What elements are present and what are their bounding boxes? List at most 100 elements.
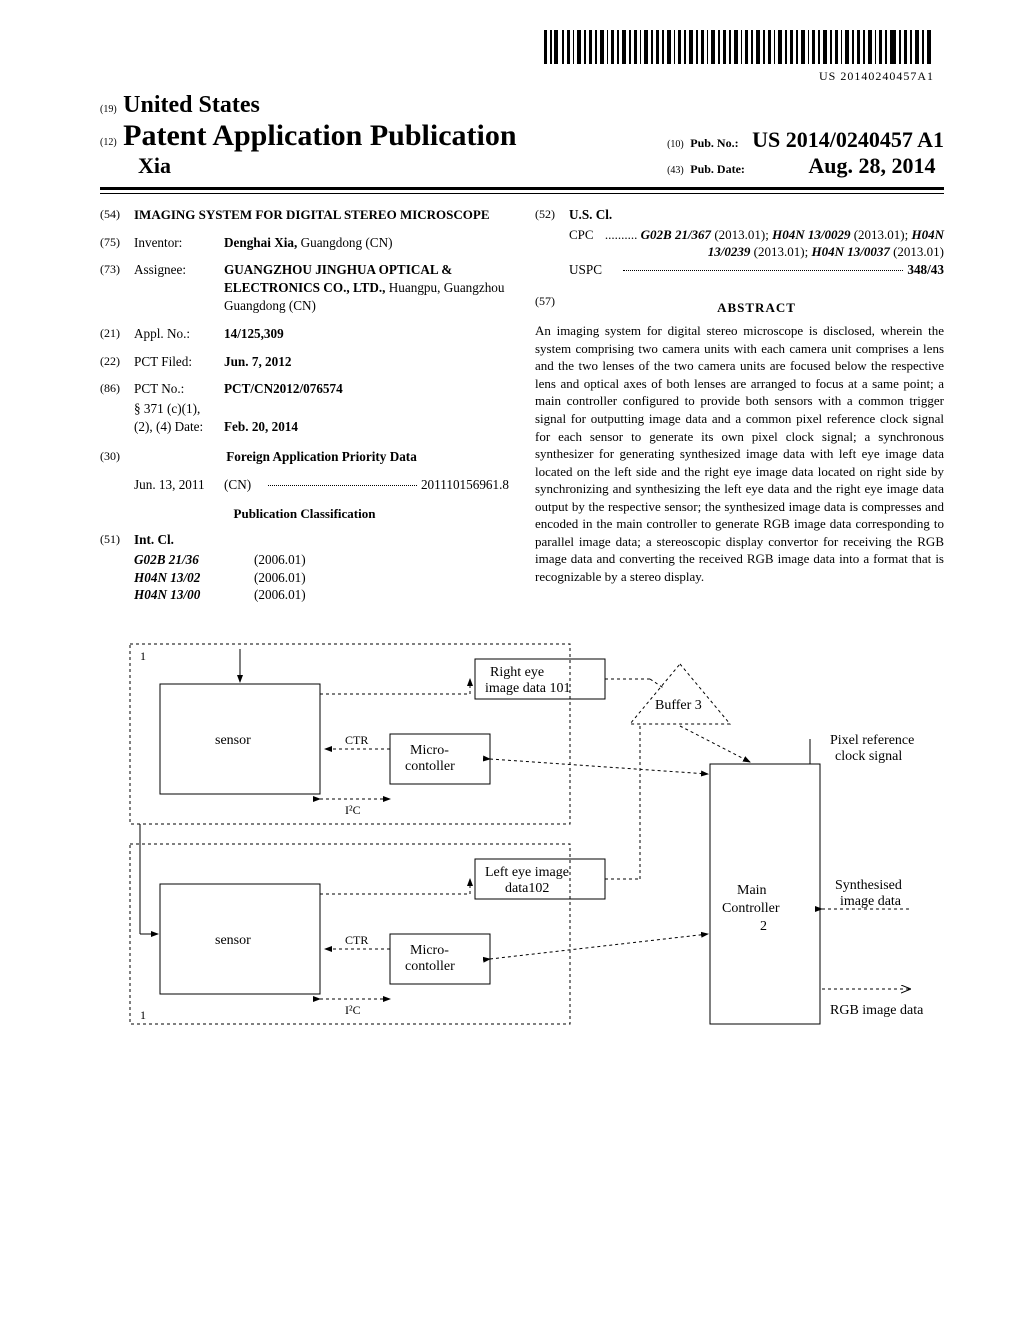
intcl-item: G02B 21/36(2006.01) [134,551,509,569]
righteye-l2: image data 101 [485,681,571,696]
lefteye-l2: data102 [505,881,549,896]
intcl-item: H04N 13/00(2006.01) [134,586,509,604]
applno-value: 14/125,309 [224,325,509,343]
intcl-row: (51) Int. Cl. [100,531,509,549]
pubtype-prefix: (12) [100,137,117,148]
abstract-head: ABSTRACT [569,299,944,317]
pctfiled-row: (22) PCT Filed: Jun. 7, 2012 [100,353,509,371]
pubdate-label: Pub. Date: [690,162,745,176]
buffer-label: Buffer 3 [655,698,702,713]
synth-l1: Synthesised [835,878,902,893]
pctno-code: (86) [100,380,134,398]
foreignprio-num: 201110156961.8 [421,476,509,494]
cpc-block: CPC .......... G02B 21/367 (2013.01); H0… [569,226,944,261]
mainctrl-l1: Main [737,883,767,898]
pub-type: Patent Application Publication [123,119,516,152]
divider-thin [100,193,944,194]
intcl-d0: (2006.01) [254,551,306,569]
flowchart-svg: 1 sensor Micro- contoller CTR I²C Right … [110,634,930,1074]
inventor-value: Denghai Xia, Guangdong (CN) [224,234,509,252]
foreignprio-line: Jun. 13, 2011 (CN) 201110156961.8 [134,476,509,494]
s371-block: § 371 (c)(1), (2), (4) Date: Feb. 20, 20… [134,400,509,436]
pctno-row: (86) PCT No.: PCT/CN2012/076574 [100,380,509,398]
cpc2: H04N 13/0029 [772,227,850,242]
ctr-top: CTR [345,733,368,747]
foreignprio-cn: (CN) [224,476,264,494]
cpc4: H04N 13/0037 [811,244,889,259]
mainctrl-l2: Controller [722,901,780,916]
micro-bot-l1: Micro- [410,943,449,958]
right-column: (52) U.S. Cl. CPC .......... G02B 21/367… [535,206,944,604]
foreignprio-head-row: (30) Foreign Application Priority Data [100,448,509,466]
abstract-head-row: (57) ABSTRACT [535,293,944,323]
abstract-text: An imaging system for digital stereo mic… [535,322,944,585]
applno-label: Appl. No.: [134,325,224,343]
intcl-c1: H04N 13/02 [134,569,254,587]
abstract-code: (57) [535,293,569,323]
left-column: (54) IMAGING SYSTEM FOR DIGITAL STEREO M… [100,206,509,604]
micro-bot-l2: contoller [405,959,455,974]
cpc1: G02B 21/367 [641,227,711,242]
intcl-label: Int. Cl. [134,531,174,549]
uscl-label: U.S. Cl. [569,206,612,224]
micro-top-l2: contoller [405,759,455,774]
sensor-bot: sensor [215,933,251,948]
uspc-label: USPC [569,261,619,279]
lefteye-l1: Left eye image [485,865,569,880]
inventor-code: (75) [100,234,134,252]
pctfiled-code: (22) [100,353,134,371]
ctr-bot: CTR [345,933,368,947]
barcode-graphic [544,30,934,64]
intcl-list: G02B 21/36(2006.01) H04N 13/02(2006.01) … [134,551,509,604]
rgb-label: RGB image data [830,1003,924,1018]
pctno-label: PCT No.: [134,380,224,398]
i2c-bot: I²C [345,1003,361,1017]
uscl-row: (52) U.S. Cl. [535,206,944,224]
s371-date: Feb. 20, 2014 [224,418,298,436]
inventor-name: Denghai Xia, [224,235,297,250]
title-row: (54) IMAGING SYSTEM FOR DIGITAL STEREO M… [100,206,509,224]
cpc2d: (2013.01); [850,227,911,242]
intcl-d2: (2006.01) [254,586,306,604]
intcl-item: H04N 13/02(2006.01) [134,569,509,587]
pixelref-l1: Pixel reference [830,733,914,748]
patent-title: IMAGING SYSTEM FOR DIGITAL STEREO MICROS… [134,206,490,224]
applno-row: (21) Appl. No.: 14/125,309 [100,325,509,343]
synth-l2: image data [840,894,902,909]
cpc3d: (2013.01); [750,244,811,259]
applno-code: (21) [100,325,134,343]
pubclass-head: Publication Classification [100,505,509,523]
pctno-value: PCT/CN2012/076574 [224,380,509,398]
barcode-block: US 20140240457A1 [100,30,944,84]
inventor-label: Inventor: [134,234,224,252]
i2c-top: I²C [345,803,361,817]
mainctrl-l3: 2 [760,919,767,934]
righteye-l1: Right eye [490,665,544,680]
micro-top-l1: Micro- [410,743,449,758]
pubdate: Aug. 28, 2014 [808,153,935,178]
two-column-body: (54) IMAGING SYSTEM FOR DIGITAL STEREO M… [100,206,944,604]
pixelref-l2: clock signal [835,749,902,764]
header-right: (10) Pub. No.: US 2014/0240457 A1 (43) P… [667,127,944,179]
foreignprio-head: Foreign Application Priority Data [134,448,509,466]
pubno-label: Pub. No.: [690,136,738,150]
diagram: 1 sensor Micro- contoller CTR I²C Right … [100,634,944,1079]
sensor-top: sensor [215,733,251,748]
country-prefix: (19) [100,104,117,115]
intcl-code: (51) [100,531,134,549]
ref-1: 1 [140,649,146,663]
s371-line1: § 371 (c)(1), [134,400,509,418]
assignee-row: (73) Assignee: GUANGZHOU JINGHUA OPTICAL… [100,261,509,314]
uspc-val: 348/43 [907,261,944,279]
assignee-value: GUANGZHOU JINGHUA OPTICAL & ELECTRONICS … [224,261,509,314]
intcl-d1: (2006.01) [254,569,306,587]
divider-heavy [100,187,944,190]
foreignprio-code: (30) [100,448,134,466]
cpc-label: CPC [569,226,594,244]
pubdate-prefix: (43) [667,165,684,176]
pctfiled-label: PCT Filed: [134,353,224,371]
cpc1d: (2013.01); [711,227,772,242]
pctfiled-value: Jun. 7, 2012 [224,353,509,371]
dots [623,261,903,271]
dots [268,476,417,486]
